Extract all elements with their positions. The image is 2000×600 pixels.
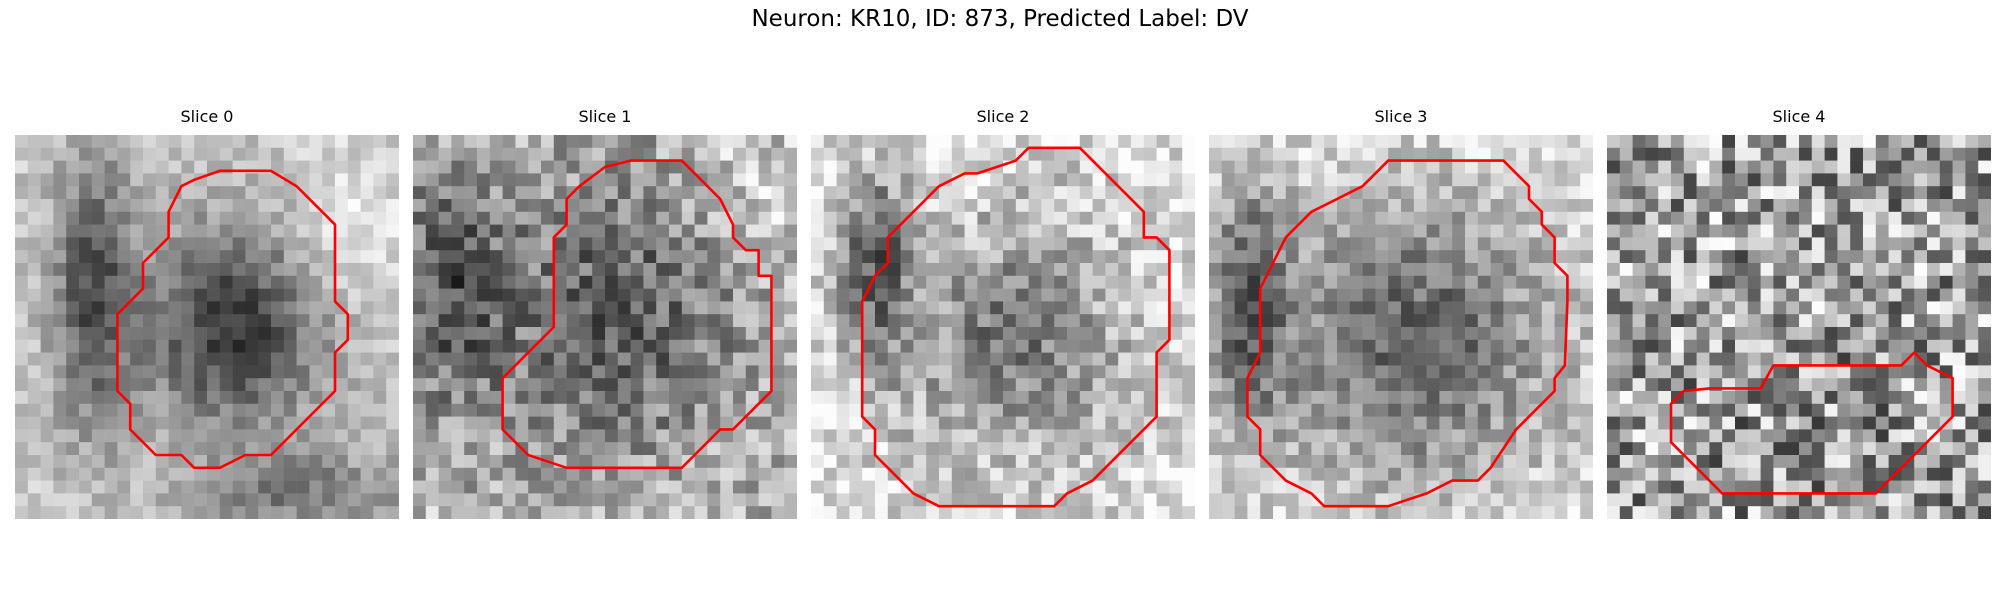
slice-image-2 xyxy=(811,135,1195,519)
slice-panel-1: Slice 1 xyxy=(413,106,797,519)
slice-image-4 xyxy=(1607,135,1991,519)
slice-panel-2: Slice 2 xyxy=(811,106,1195,519)
slice-image-0 xyxy=(15,135,399,519)
slice-title-0: Slice 0 xyxy=(180,107,234,126)
segmentation-contour xyxy=(860,146,1171,508)
segmentation-contour xyxy=(116,169,350,470)
pixel-grid xyxy=(413,135,797,519)
segmentation-contour xyxy=(1246,159,1569,508)
figure-title: Neuron: KR10, ID: 873, Predicted Label: … xyxy=(751,6,1249,32)
pixel-grid xyxy=(1607,135,1991,519)
slice-image-1 xyxy=(413,135,797,519)
slice-panel-3: Slice 3 xyxy=(1209,106,1593,519)
slice-title-2: Slice 2 xyxy=(976,107,1030,126)
slice-title-1: Slice 1 xyxy=(578,107,632,126)
slice-title-3: Slice 3 xyxy=(1374,107,1428,126)
slice-image-3 xyxy=(1209,135,1593,519)
segmentation-contour xyxy=(1669,351,1954,495)
slice-title-4: Slice 4 xyxy=(1772,107,1826,126)
slice-panel-0: Slice 0 xyxy=(15,106,399,519)
segmentation-contour xyxy=(501,159,773,470)
slice-panel-4: Slice 4 xyxy=(1607,106,1991,519)
pixel-grid xyxy=(15,135,399,519)
pixel-grid xyxy=(811,135,1195,519)
